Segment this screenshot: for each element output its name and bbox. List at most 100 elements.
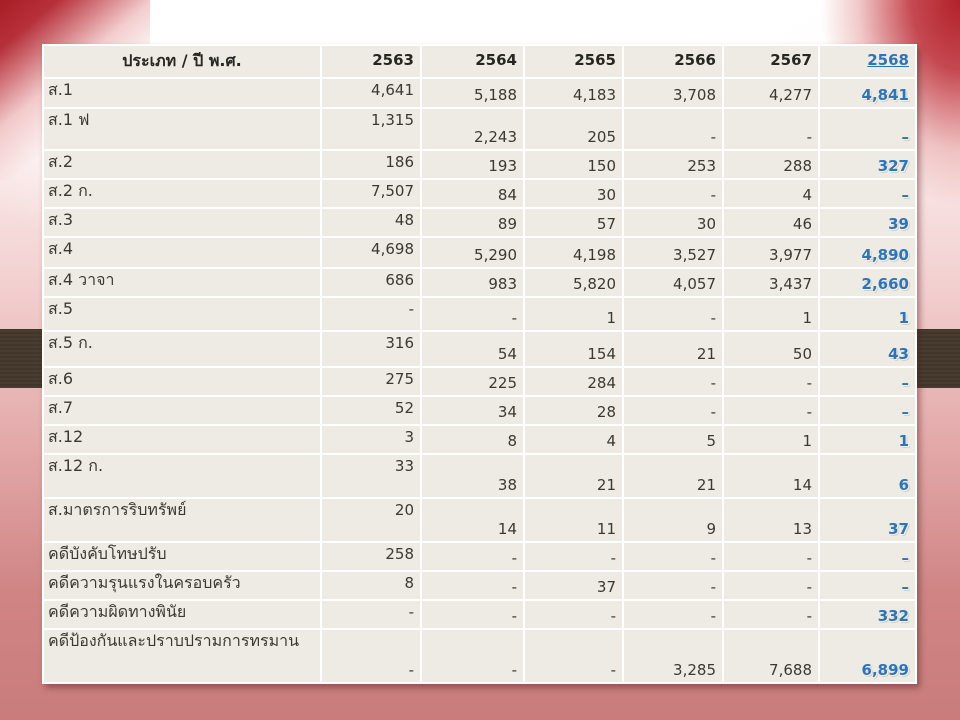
cell-2568: – [818,366,917,397]
cell-2566: 21 [622,453,724,499]
cell-2564: - [420,628,525,684]
cell-2568: – [818,570,917,601]
cell-2565: 37 [523,570,624,601]
cell-2563: 33 [320,453,422,499]
cell-2566: 253 [622,149,724,180]
cell-2563: 8 [320,570,422,601]
cell-2563: 1,315 [320,107,422,151]
row-label: ส.2 [42,149,322,180]
cell-2568: 43 [818,330,917,368]
table-row: ส.6 275 225 284- - – [42,366,917,397]
cell-2564: 34 [420,395,525,426]
cell-2567: 13 [722,497,820,543]
cell-2568: 2,660 [818,267,917,298]
cell-2566: - [622,107,724,151]
cell-2565: - [523,599,624,630]
table-row: ส.3 48 89 57 30 46 39 [42,207,917,238]
cell-2565: 57 [523,207,624,238]
header-category-year: ประเภท / ปี พ.ศ. [42,44,322,79]
cell-2565: 150 [523,149,624,180]
cell-2566: 3,708 [622,77,724,109]
cell-2563: 686 [320,267,422,298]
cell-2568: – [818,107,917,151]
cell-2564: 84 [420,178,525,209]
row-label: ส.มาตรการริบทรัพย์ [42,497,322,543]
cell-2568: 327 [818,149,917,180]
cell-2565: - [523,628,624,684]
cell-2567: 3,437 [722,267,820,298]
cell-2567: 3,977 [722,236,820,269]
cell-2565: 205 [523,107,624,151]
cell-2567: 1 [722,424,820,455]
header-year-2565: 2565 [523,44,624,79]
cell-2567: - [722,570,820,601]
cell-2566: 21 [622,330,724,368]
cell-2567: - [722,599,820,630]
table-header-row: ประเภท / ปี พ.ศ. 2563 2564 2565 2566 2567 256… [42,44,917,79]
table-row: ส.1 4,641 5,188 4,183 3,708 4,277 4,841 [42,77,917,109]
cell-2564: 5,188 [420,77,525,109]
table-row: ส.12 ก. 33 38 21 21 14 6 [42,453,917,499]
cell-2563: - [320,628,422,684]
header-year-2566: 2566 [622,44,724,79]
cell-2564: 193 [420,149,525,180]
row-label: ส.5 ก. [42,330,322,368]
cell-2566: - [622,366,724,397]
table-row: ส.12 3 8 4 5 1 1 [42,424,917,455]
cell-2567: 50 [722,330,820,368]
cell-2567: - [722,395,820,426]
cell-2567: 4 [722,178,820,209]
cell-2568: 6,899 [818,628,917,684]
cell-2566: 5 [622,424,724,455]
cell-2563: 186 [320,149,422,180]
row-label: ส.1 ฟ [42,107,322,151]
cell-2567: 4,277 [722,77,820,109]
cell-2567: 1 [722,296,820,332]
table-row: ส.มาตรการริบทรัพย์ 20 14 11 9 13 37 [42,497,917,543]
row-label: ส.12 [42,424,322,455]
cell-2566: 30 [622,207,724,238]
cell-2563: 7,507 [320,178,422,209]
cell-2565: 11 [523,497,624,543]
header-year-2567: 2567 [722,44,820,79]
cell-2568: 4,890 [818,236,917,269]
row-label: ส.4 วาจา [42,267,322,298]
cell-2564: 38 [420,453,525,499]
cell-2568: – [818,541,917,572]
cell-2563: 48 [320,207,422,238]
cell-2564: - [420,541,525,572]
cell-2564: 225 [420,366,525,397]
cell-2567: - [722,366,820,397]
cell-2564: - [420,570,525,601]
table-row: ส.2 186 193 150 253 288 327 [42,149,917,180]
cell-2563: 20 [320,497,422,543]
cell-2566: 4,057 [622,267,724,298]
table-row: ส.5- -1-1 1 [42,296,917,332]
cell-2564: 89 [420,207,525,238]
cell-2565: 4,198 [523,236,624,269]
cell-2566: - [622,599,724,630]
row-label: ส.7 [42,395,322,426]
cell-2564: - [420,599,525,630]
cell-2563: 316 [320,330,422,368]
header-year-2564: 2564 [420,44,525,79]
cell-2563: 3 [320,424,422,455]
cell-2566: - [622,541,724,572]
row-label: ส.12 ก. [42,453,322,499]
cell-2568: 1 [818,296,917,332]
cell-2563: 52 [320,395,422,426]
table-row: คดีความผิดทางพินัย - - - - -332 [42,599,917,630]
cell-2568: 6 [818,453,917,499]
row-label: คดีบังคับโทษปรับ [42,541,322,572]
cell-2568: – [818,178,917,209]
table-row: คดีบังคับโทษปรับ 258- - - - – [42,541,917,572]
cell-2565: 4,183 [523,77,624,109]
cell-2563: - [320,296,422,332]
cell-2564: 54 [420,330,525,368]
row-label: ส.6 [42,366,322,397]
row-label: ส.2 ก. [42,178,322,209]
cell-2564: - [420,296,525,332]
cell-2567: 14 [722,453,820,499]
cell-2566: 3,527 [622,236,724,269]
